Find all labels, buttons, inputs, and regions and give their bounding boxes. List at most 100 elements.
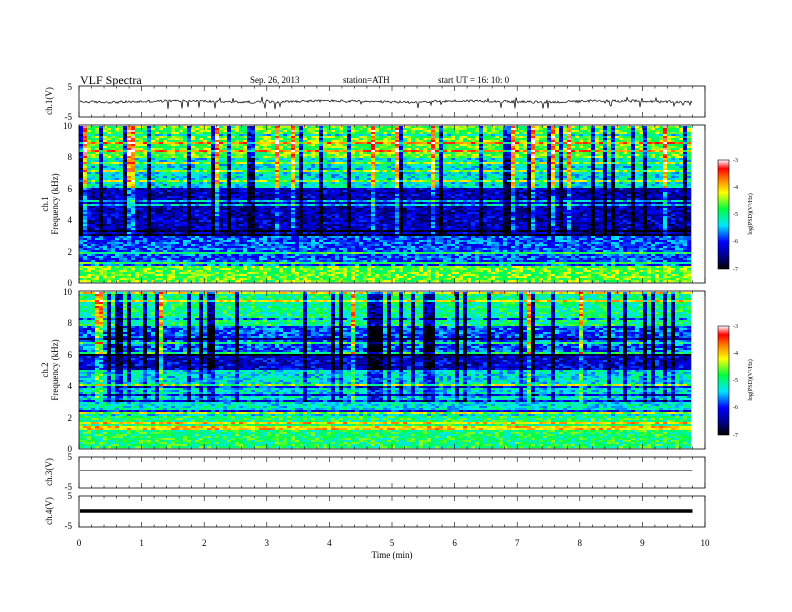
spectrogram-cell (431, 146, 436, 149)
spectrogram-cell (575, 162, 580, 165)
spectrogram-cell (571, 152, 576, 155)
spectrogram-cell (131, 180, 136, 183)
spectrogram-cell (295, 126, 300, 129)
spectrogram-cell (191, 178, 196, 181)
spectrogram-cell (675, 136, 680, 139)
spectrogram-cell (435, 126, 440, 129)
spectrogram-cell (555, 172, 560, 175)
spectrogram-cell (647, 184, 652, 187)
spectrogram-cell (687, 134, 692, 137)
spectrogram-cell (243, 178, 248, 181)
spectrogram-cell (287, 148, 292, 151)
spectrogram-cell (555, 138, 560, 141)
spectrogram-cell (235, 184, 240, 187)
spectrogram-cell (271, 172, 276, 175)
spectrogram-cell (471, 152, 476, 155)
spectrogram-cell (539, 128, 544, 131)
spectrogram-cell (611, 184, 616, 187)
spectrogram-cell (615, 180, 620, 183)
spectrogram-cell (291, 174, 296, 177)
spectrogram-cell (299, 130, 304, 133)
spectrogram-cell (143, 186, 148, 189)
spectrogram-cell (443, 186, 448, 189)
spectrogram-cell (571, 136, 576, 139)
spectrogram-cell (603, 158, 608, 161)
spectrogram-cell (339, 164, 344, 167)
spectrogram-cell (179, 182, 184, 185)
spectrogram-cell (215, 142, 220, 145)
spectrogram-cell (611, 130, 616, 133)
spectrogram-cell (251, 174, 256, 177)
spectrogram-cell (131, 126, 136, 129)
spectrogram-cell (683, 134, 688, 137)
spectrogram-cell (91, 158, 96, 161)
spectrogram-cell (163, 170, 168, 173)
spectrogram-cell (623, 140, 628, 143)
spectrogram-cell (399, 146, 404, 149)
spectrogram-cell (239, 168, 244, 171)
spectrogram-cell (307, 146, 312, 149)
spectrogram-cell (679, 138, 684, 141)
spectrogram-cell (683, 160, 688, 163)
spectrogram-cell (291, 154, 296, 157)
spectrogram-cell (323, 132, 328, 135)
spectrogram-cell (651, 174, 656, 177)
spectrogram-cell (215, 162, 220, 165)
spectrogram-cell (671, 152, 676, 155)
spectrogram-cell (675, 168, 680, 171)
spectrogram-cell (639, 142, 644, 145)
spectrogram-cell (607, 182, 612, 185)
spectrogram-cell (443, 174, 448, 177)
spectrogram-cell (391, 188, 396, 191)
spectrogram-cell (203, 138, 208, 141)
spectrogram-cell (623, 168, 628, 171)
spectrogram-cell (139, 148, 144, 151)
spectrogram-cell (383, 170, 388, 173)
spectrogram-cell (487, 136, 492, 139)
spectrogram-cell (203, 166, 208, 169)
spectrogram-cell (375, 144, 380, 147)
spectrogram-cell (187, 126, 192, 129)
spectrogram-cell (271, 168, 276, 171)
spectrogram-cell (239, 142, 244, 145)
spectrogram-cell (231, 148, 236, 151)
spectrogram-cell (535, 184, 540, 187)
spectrogram-cell (383, 130, 388, 133)
spectrogram-cell (87, 178, 92, 181)
spectrogram-cell (523, 128, 528, 131)
spectrogram-cell (107, 186, 112, 189)
spectrogram-cell (219, 146, 224, 149)
spectrogram-cell (135, 168, 140, 171)
spectrogram-cell (447, 184, 452, 187)
spectrogram-cell (275, 178, 280, 181)
spectrogram-cell (103, 174, 108, 177)
spectrogram-cell (215, 160, 220, 163)
spectrogram-cell (235, 154, 240, 157)
spectrogram-cell (363, 134, 368, 137)
spectrogram-cell (467, 172, 472, 175)
spectrogram-cell (191, 180, 196, 183)
spectrogram-cell (619, 128, 624, 131)
spectrogram-cell (335, 150, 340, 153)
spectrogram-cell (343, 140, 348, 143)
spectrogram-cell (547, 188, 552, 191)
spectrogram-cell (259, 148, 264, 151)
spectrogram-cell (123, 140, 128, 143)
spectrogram-cell (463, 186, 468, 189)
spectrogram-cell (439, 178, 444, 181)
spectrogram-cell (667, 188, 672, 191)
spectrogram-cell (543, 144, 548, 147)
spectrogram-cell (631, 154, 636, 157)
spectrogram-cell (335, 190, 340, 193)
spectrogram-cell (659, 188, 664, 191)
spectrogram-cell (271, 128, 276, 131)
spectrogram-cell (307, 140, 312, 143)
spectrogram-cell (175, 184, 180, 187)
spectrogram-cell (203, 156, 208, 159)
spectrogram-cell (639, 180, 644, 183)
spectrogram-cell (351, 144, 356, 147)
spectrogram-cell (107, 150, 112, 153)
spectrogram-cell (403, 178, 408, 181)
spectrogram-cell (599, 184, 604, 187)
spectrogram-cell (239, 170, 244, 173)
